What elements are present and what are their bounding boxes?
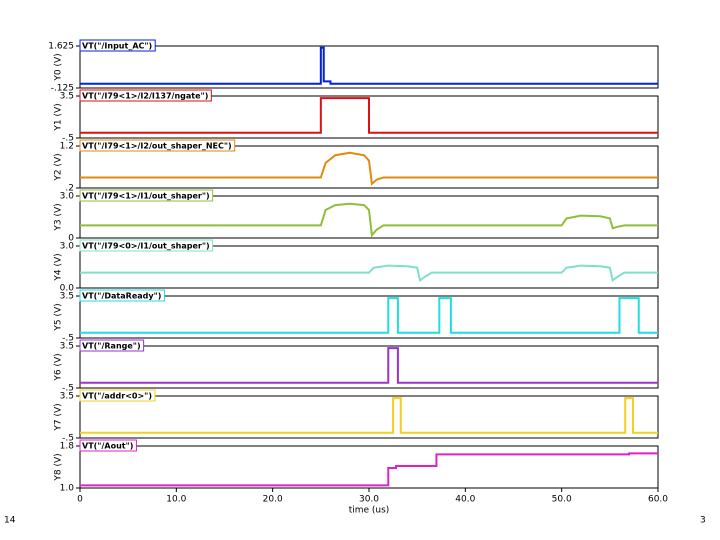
panel (79, 245, 659, 289)
y-axis-label: Y7 (V) (54, 403, 64, 431)
y-tick-label: .2 (65, 184, 74, 194)
slide-number-right: 3 (700, 516, 706, 526)
y-axis-label: Y8 (V) (54, 453, 64, 481)
y-tick-label: 0 (68, 234, 74, 244)
y-tick-label: 1.0 (60, 484, 75, 494)
x-tick-label: 0 (77, 495, 83, 505)
waveform (80, 452, 658, 487)
y-tick-label: -.5 (62, 334, 74, 344)
y-axis-label: Y1 (V) (54, 103, 64, 131)
y-axis-label: Y4 (V) (54, 253, 64, 281)
y-axis-label: Y0 (V) (54, 53, 64, 81)
slide-number-left: 14 (4, 516, 16, 526)
trace-label-box (79, 139, 236, 152)
y-tick-label: 3.5 (60, 292, 74, 302)
x-axis-label: time (us) (349, 506, 390, 516)
waveform (80, 397, 658, 434)
trace-label-box (79, 39, 156, 52)
y-tick-label: -.5 (62, 384, 74, 394)
y-tick-label: 3.5 (60, 392, 74, 402)
y-tick-label: 3.5 (60, 92, 74, 102)
y-tick-label: 3.5 (60, 342, 74, 352)
panel (79, 295, 659, 339)
trace-label: VT("/I79<1>/I2/out_shaper_NEC") (82, 142, 232, 151)
x-tick-label: 20.0 (263, 495, 283, 505)
x-tick-label: 40.0 (455, 495, 475, 505)
y-tick-label: 3.0 (60, 242, 75, 252)
trace-label: VT("/I79<0>/I1/out_shaper") (82, 242, 210, 251)
waveform (80, 347, 658, 384)
trace-label: VT("/Aout") (82, 442, 133, 451)
trace-label: VT("/Range") (82, 342, 141, 351)
y-tick-label: 1.2 (60, 142, 74, 152)
trace-label: VT("/Input_AC") (82, 42, 152, 51)
waveform (80, 297, 658, 334)
panel (79, 345, 659, 389)
y-tick-label: -.125 (51, 84, 74, 94)
trace-label: VT("/I79<1>/I2/I137/ngate") (82, 92, 208, 101)
panel (79, 445, 659, 489)
waveform (80, 264, 658, 282)
x-tick-label: 30.0 (359, 495, 379, 505)
trace-label-box (79, 239, 214, 252)
panel (79, 395, 659, 439)
waveform (80, 202, 658, 238)
y-tick-label: -.5 (62, 134, 74, 144)
trace-label-box (79, 289, 165, 302)
y-axis-label: Y3 (V) (54, 203, 64, 231)
trace-label-box (79, 89, 212, 102)
trace-label-box (79, 389, 156, 402)
x-tick-label: 50.0 (552, 495, 572, 505)
trace-label-box (79, 189, 214, 202)
y-tick-label: 0.0 (60, 284, 75, 294)
trace-label: VT("/I79<1>/I1/out_shaper") (82, 192, 210, 201)
y-tick-label: 1.8 (60, 442, 75, 452)
panel (79, 45, 659, 89)
y-tick-label: -.5 (62, 434, 74, 444)
trace-label-box (79, 339, 145, 352)
y-axis-label: Y2 (V) (54, 153, 64, 181)
trace-label-box (79, 439, 137, 452)
trace-label: VT("/DataReady") (82, 292, 161, 301)
y-tick-label: 1.625 (48, 42, 74, 52)
waveform (80, 97, 658, 134)
y-axis-label: Y6 (V) (54, 353, 64, 381)
waveform (80, 151, 658, 186)
trace-label: VT("/addr<0>") (82, 392, 152, 401)
y-tick-label: 3.0 (60, 192, 75, 202)
waveform (80, 46, 658, 85)
y-axis-label: Y5 (V) (54, 303, 64, 331)
x-tick-label: 10.0 (166, 495, 186, 505)
x-tick-label: 60.0 (648, 495, 668, 505)
